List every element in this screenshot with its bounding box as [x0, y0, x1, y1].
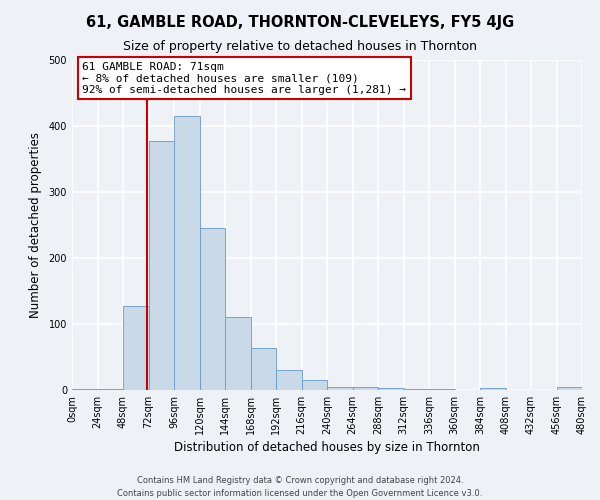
Bar — [557, 386, 582, 390]
Text: Size of property relative to detached houses in Thornton: Size of property relative to detached ho… — [123, 40, 477, 53]
Text: 61, GAMBLE ROAD, THORNTON-CLEVELEYS, FY5 4JG: 61, GAMBLE ROAD, THORNTON-CLEVELEYS, FY5… — [86, 15, 514, 30]
Bar — [123, 306, 149, 390]
Text: Contains HM Land Registry data © Crown copyright and database right 2024.
Contai: Contains HM Land Registry data © Crown c… — [118, 476, 482, 498]
Bar — [480, 388, 505, 390]
Bar — [199, 228, 225, 390]
Bar — [353, 386, 378, 390]
Y-axis label: Number of detached properties: Number of detached properties — [29, 132, 41, 318]
Bar — [302, 380, 327, 390]
Text: 61 GAMBLE ROAD: 71sqm
← 8% of detached houses are smaller (109)
92% of semi-deta: 61 GAMBLE ROAD: 71sqm ← 8% of detached h… — [82, 62, 406, 95]
Bar — [149, 140, 174, 390]
Bar — [378, 388, 404, 390]
Bar — [97, 388, 123, 390]
Bar — [225, 318, 251, 390]
Bar — [327, 386, 353, 390]
Bar — [174, 116, 199, 390]
Bar — [251, 348, 276, 390]
Bar — [276, 370, 302, 390]
Bar — [72, 388, 97, 390]
X-axis label: Distribution of detached houses by size in Thornton: Distribution of detached houses by size … — [174, 441, 480, 454]
